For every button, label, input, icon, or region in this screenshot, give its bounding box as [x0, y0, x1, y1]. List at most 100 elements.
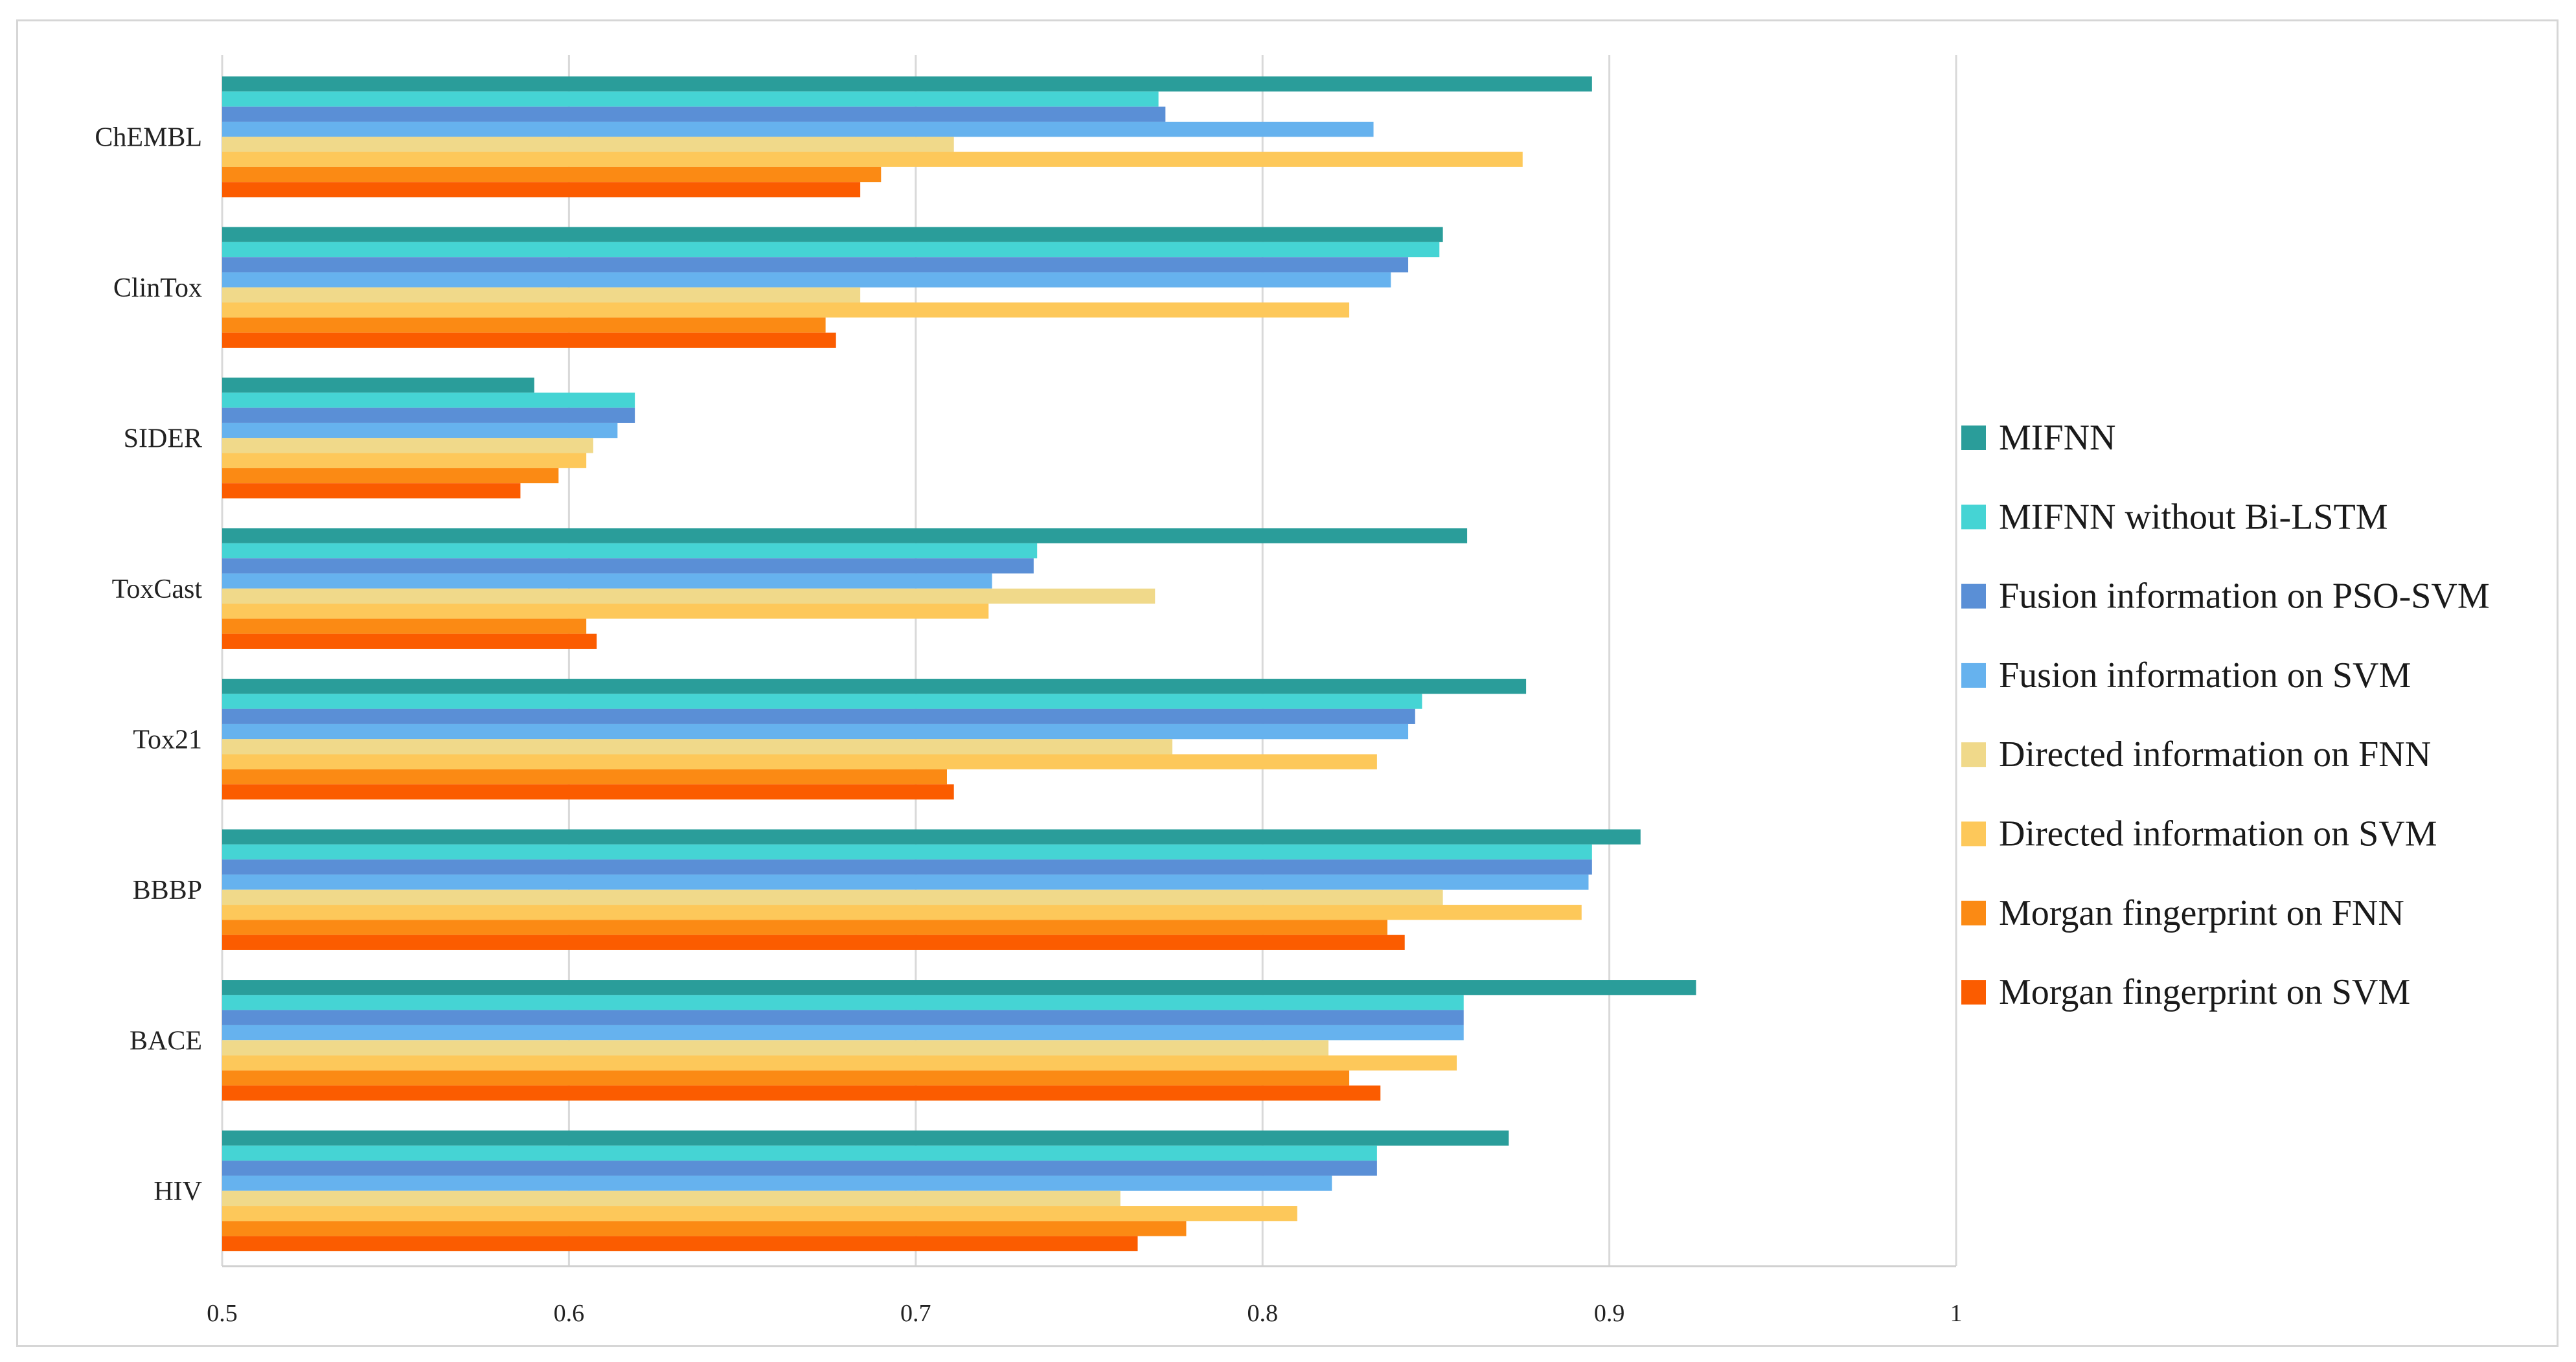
legend: MIFNN MIFNN without Bi-LSTM Fusion informa… [1961, 418, 2490, 1012]
bar-group-toxcast [222, 528, 1468, 649]
bar-layer [222, 76, 1696, 1251]
category-label: ToxCast [112, 574, 203, 604]
bar-hiv-6 [222, 1221, 1187, 1236]
bar-hiv-3 [222, 1175, 1332, 1191]
bar-toxcast-5 [222, 604, 989, 619]
legend-item: Directed information on SVM [1961, 814, 2437, 854]
bar-group-sider [222, 378, 635, 499]
legend-swatch [1961, 980, 1986, 1005]
legend-item: Fusion information on SVM [1961, 655, 2411, 696]
x-tick-label: 0.8 [1247, 1300, 1278, 1327]
legend-swatch [1961, 663, 1986, 688]
bar-group-chembl [222, 76, 1592, 198]
bar-clintox-2 [222, 257, 1409, 273]
legend-item: Fusion information on PSO-SVM [1961, 576, 2490, 617]
x-tick-label: 0.7 [900, 1300, 931, 1327]
category-label: SIDER [124, 424, 202, 453]
legend-item: MIFNN without Bi-LSTM [1961, 497, 2388, 537]
bar-bbbp-6 [222, 920, 1387, 935]
bar-sider-0 [222, 378, 534, 393]
legend-label: MIFNN without Bi-LSTM [1999, 497, 2388, 537]
bar-clintox-7 [222, 332, 836, 348]
bar-bace-6 [222, 1070, 1350, 1086]
bar-sider-7 [222, 483, 521, 499]
category-label: ChEMBL [95, 122, 202, 152]
legend-swatch [1961, 821, 1986, 846]
bar-tox21-6 [222, 769, 947, 785]
bar-tox21-1 [222, 694, 1422, 709]
bar-tox21-7 [222, 784, 954, 800]
legend-label: Directed information on FNN [1999, 734, 2431, 775]
bar-toxcast-4 [222, 588, 1156, 604]
bar-clintox-4 [222, 287, 861, 303]
bar-clintox-1 [222, 242, 1440, 258]
bar-group-bace [222, 980, 1696, 1101]
bar-chembl-3 [222, 121, 1374, 137]
bar-clintox-6 [222, 317, 826, 333]
bar-chembl-7 [222, 182, 861, 198]
bar-tox21-3 [222, 723, 1409, 740]
bar-hiv-5 [222, 1206, 1297, 1221]
x-tick-label: 0.9 [1594, 1300, 1625, 1327]
legend-swatch [1961, 742, 1986, 767]
bar-sider-6 [222, 468, 559, 484]
x-tick-label: 0.6 [554, 1300, 585, 1327]
bar-bbbp-0 [222, 829, 1641, 845]
legend-item: MIFNN [1961, 418, 2115, 458]
legend-item: Directed information on FNN [1961, 734, 2431, 775]
legend-label: Directed information on SVM [1999, 814, 2437, 854]
bar-bace-0 [222, 980, 1696, 995]
bar-toxcast-7 [222, 633, 597, 649]
x-tick-label: 1 [1950, 1300, 1963, 1327]
bar-chembl-1 [222, 91, 1159, 107]
bar-bbbp-1 [222, 844, 1592, 860]
legend-label: Fusion information on SVM [1999, 655, 2411, 696]
bar-bbbp-2 [222, 859, 1592, 875]
bar-chembl-2 [222, 106, 1166, 122]
axis-layer: 0.5 0.6 0.7 0.8 0.9 1 ChEMBL ClinTox SIDER ToxCas… [95, 122, 1962, 1327]
bar-tox21-0 [222, 679, 1527, 694]
bar-chembl-5 [222, 152, 1523, 167]
legend-item: Morgan fingerprint on FNN [1961, 893, 2404, 933]
bar-chembl-6 [222, 166, 882, 183]
bar-toxcast-3 [222, 573, 992, 589]
bar-bbbp-5 [222, 905, 1582, 920]
bar-hiv-0 [222, 1130, 1509, 1146]
category-label: Tox21 [133, 725, 202, 755]
category-label: BACE [130, 1026, 202, 1056]
bar-hiv-1 [222, 1145, 1377, 1161]
bar-hiv-2 [222, 1161, 1377, 1176]
bar-group-tox21 [222, 679, 1527, 800]
bar-bbbp-3 [222, 874, 1589, 890]
bar-tox21-4 [222, 739, 1172, 755]
bar-sider-3 [222, 422, 618, 438]
bar-clintox-0 [222, 227, 1443, 242]
bar-group-clintox [222, 227, 1443, 348]
legend-swatch [1961, 900, 1986, 925]
bar-sider-1 [222, 392, 635, 408]
x-tick-label: 0.5 [207, 1300, 238, 1327]
category-label: BBBP [133, 876, 202, 905]
bar-clintox-5 [222, 302, 1350, 318]
bar-bace-1 [222, 995, 1464, 1010]
bar-hiv-7 [222, 1236, 1138, 1251]
bar-toxcast-0 [222, 528, 1468, 543]
bar-clintox-3 [222, 272, 1391, 288]
bar-bace-2 [222, 1010, 1464, 1025]
bar-tox21-5 [222, 754, 1377, 769]
legend-swatch [1961, 584, 1986, 609]
bar-bace-7 [222, 1085, 1381, 1101]
bar-toxcast-1 [222, 543, 1038, 559]
legend-swatch [1961, 426, 1986, 450]
bar-bace-5 [222, 1055, 1457, 1071]
category-label: HIV [154, 1177, 202, 1207]
bar-sider-4 [222, 438, 593, 453]
legend-label: Morgan fingerprint on FNN [1999, 893, 2404, 933]
bar-hiv-4 [222, 1190, 1121, 1207]
bar-chembl-0 [222, 76, 1592, 92]
legend-label: Fusion information on PSO-SVM [1999, 576, 2490, 617]
bar-group-hiv [222, 1130, 1509, 1251]
bar-bace-3 [222, 1025, 1464, 1041]
bar-bbbp-7 [222, 935, 1405, 950]
legend-label: Morgan fingerprint on SVM [1999, 972, 2410, 1012]
